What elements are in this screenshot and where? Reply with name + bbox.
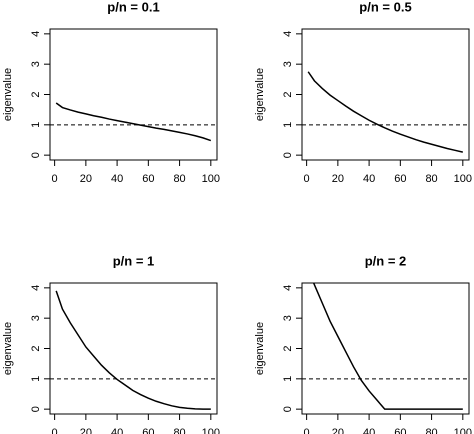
- x-tick-label: 40: [111, 173, 123, 185]
- y-tick-label: 1: [30, 122, 42, 128]
- line: [307, 71, 463, 153]
- y-tick-label: 3: [282, 61, 294, 67]
- x-tick-label: 0: [52, 427, 58, 434]
- y-tick-label: 4: [282, 31, 294, 37]
- line: [55, 102, 212, 142]
- x-tick-label: 20: [80, 427, 92, 434]
- x-tick-label: 80: [425, 427, 437, 434]
- y-tick-label: 1: [282, 122, 294, 128]
- y-tick-label: 3: [282, 315, 294, 321]
- x-tick-label: 20: [80, 173, 92, 185]
- x-tick-label: 100: [202, 427, 220, 434]
- y-tick-label: 0: [30, 406, 42, 412]
- x-tick-label: 40: [111, 427, 123, 434]
- x-tick-label: 40: [363, 427, 375, 434]
- x-tick-label: 80: [173, 427, 185, 434]
- y-tick-label: 4: [30, 31, 42, 37]
- y-tick-label: 1: [30, 376, 42, 382]
- x-tick-label: 60: [394, 173, 406, 185]
- y-tick-label: 4: [282, 285, 294, 291]
- chart-title: p/n = 0.1: [107, 0, 159, 14]
- y-tick-label: 2: [282, 345, 294, 351]
- x-tick-label: 0: [304, 427, 310, 434]
- x-tick-label: 20: [332, 173, 344, 185]
- chart-title: p/n = 0.5: [359, 0, 411, 14]
- chart-title: p/n = 1: [113, 253, 155, 268]
- line: [312, 283, 463, 410]
- x-tick-label: 20: [332, 427, 344, 434]
- x-tick-label: 100: [454, 173, 472, 185]
- y-axis-label: eigenvalue: [254, 68, 266, 121]
- x-tick-label: 0: [52, 173, 58, 185]
- y-tick-label: 3: [30, 315, 42, 321]
- line: [55, 290, 211, 410]
- x-tick-label: 60: [142, 173, 154, 185]
- y-axis-label: eigenvalue: [254, 322, 266, 375]
- y-tick-label: 4: [30, 285, 42, 291]
- y-tick-label: 0: [282, 152, 294, 158]
- plot-box: [301, 28, 470, 161]
- chart-title: p/n = 2: [365, 253, 407, 268]
- x-tick-label: 60: [142, 427, 154, 434]
- x-tick-label: 0: [304, 173, 310, 185]
- y-tick-label: 2: [30, 91, 42, 97]
- x-tick-label: 80: [173, 173, 185, 185]
- plot-box: [49, 282, 218, 415]
- y-axis-label: eigenvalue: [2, 322, 14, 375]
- plot-box: [301, 282, 470, 415]
- x-tick-label: 80: [425, 173, 437, 185]
- y-tick-label: 2: [282, 91, 294, 97]
- y-axis-label: eigenvalue: [2, 68, 14, 121]
- x-tick-label: 100: [202, 173, 220, 185]
- x-tick-label: 100: [454, 427, 472, 434]
- x-tick-label: 40: [363, 173, 375, 185]
- y-tick-label: 3: [30, 61, 42, 67]
- y-tick-label: 0: [30, 152, 42, 158]
- y-tick-label: 1: [282, 376, 294, 382]
- plot-box: [49, 28, 218, 161]
- x-tick-label: 60: [394, 427, 406, 434]
- y-tick-label: 0: [282, 406, 294, 412]
- y-tick-label: 2: [30, 345, 42, 351]
